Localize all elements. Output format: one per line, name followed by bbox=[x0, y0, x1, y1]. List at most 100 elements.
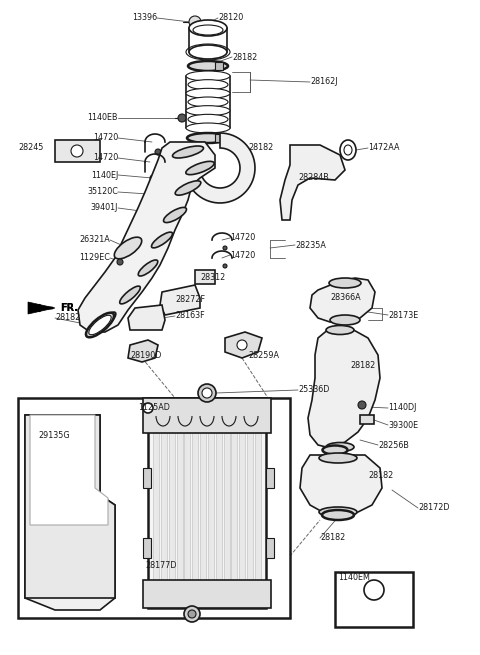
Circle shape bbox=[237, 340, 247, 350]
Text: 35120C: 35120C bbox=[87, 187, 118, 196]
Polygon shape bbox=[225, 332, 262, 358]
Ellipse shape bbox=[186, 105, 230, 116]
Polygon shape bbox=[300, 455, 382, 515]
Bar bbox=[148, 205, 166, 219]
Ellipse shape bbox=[344, 145, 352, 155]
Ellipse shape bbox=[331, 357, 353, 367]
Ellipse shape bbox=[152, 232, 172, 248]
Ellipse shape bbox=[94, 312, 116, 332]
Text: 28162J: 28162J bbox=[310, 77, 337, 86]
Polygon shape bbox=[255, 433, 261, 583]
Bar bbox=[154, 200, 162, 205]
Text: 28312: 28312 bbox=[200, 274, 225, 282]
Text: 28163F: 28163F bbox=[175, 312, 204, 320]
Text: 1129EC: 1129EC bbox=[79, 253, 110, 263]
Circle shape bbox=[178, 114, 186, 122]
Text: 28182: 28182 bbox=[232, 52, 257, 62]
Text: 1140EB: 1140EB bbox=[87, 113, 118, 122]
Bar bbox=[195, 270, 215, 284]
Text: FR.: FR. bbox=[60, 303, 78, 313]
Ellipse shape bbox=[326, 443, 354, 451]
Polygon shape bbox=[128, 305, 165, 330]
Bar bbox=[153, 182, 161, 188]
Text: 39401J: 39401J bbox=[91, 204, 118, 212]
Circle shape bbox=[188, 610, 196, 618]
Ellipse shape bbox=[193, 25, 223, 35]
Ellipse shape bbox=[89, 315, 111, 335]
Polygon shape bbox=[143, 398, 271, 433]
Polygon shape bbox=[280, 145, 345, 220]
Ellipse shape bbox=[186, 71, 230, 81]
Circle shape bbox=[143, 403, 153, 413]
Bar bbox=[143, 538, 151, 558]
Text: 14720: 14720 bbox=[230, 250, 255, 259]
Circle shape bbox=[364, 580, 384, 600]
Circle shape bbox=[152, 207, 162, 217]
Ellipse shape bbox=[188, 115, 228, 124]
Polygon shape bbox=[177, 433, 182, 583]
Circle shape bbox=[150, 175, 156, 181]
Text: 1472AA: 1472AA bbox=[368, 143, 399, 153]
Ellipse shape bbox=[189, 45, 227, 59]
Ellipse shape bbox=[186, 88, 230, 98]
Text: 28182: 28182 bbox=[55, 314, 80, 322]
Ellipse shape bbox=[114, 237, 142, 259]
Polygon shape bbox=[28, 302, 55, 314]
Text: 1140DJ: 1140DJ bbox=[388, 403, 416, 413]
Ellipse shape bbox=[138, 260, 158, 276]
Polygon shape bbox=[224, 433, 229, 583]
Text: 28182: 28182 bbox=[350, 360, 375, 369]
Polygon shape bbox=[216, 433, 222, 583]
Polygon shape bbox=[231, 433, 238, 583]
Ellipse shape bbox=[164, 208, 187, 223]
Polygon shape bbox=[184, 433, 191, 583]
Ellipse shape bbox=[186, 123, 230, 133]
Text: 13396: 13396 bbox=[132, 14, 157, 22]
Text: 28256B: 28256B bbox=[378, 441, 409, 449]
Text: 28173E: 28173E bbox=[388, 310, 418, 320]
Ellipse shape bbox=[330, 315, 360, 325]
Text: 28177D: 28177D bbox=[145, 561, 177, 569]
Bar bbox=[335, 572, 413, 627]
Text: 1125AD: 1125AD bbox=[138, 403, 170, 413]
Bar bbox=[143, 468, 151, 488]
Ellipse shape bbox=[188, 80, 228, 90]
Polygon shape bbox=[168, 433, 175, 583]
Circle shape bbox=[198, 384, 216, 402]
Text: 39300E: 39300E bbox=[388, 421, 418, 430]
Polygon shape bbox=[192, 433, 198, 583]
Circle shape bbox=[189, 16, 201, 28]
Text: 14720: 14720 bbox=[93, 134, 118, 143]
Ellipse shape bbox=[187, 133, 229, 143]
Text: 28259A: 28259A bbox=[248, 350, 279, 360]
Circle shape bbox=[155, 169, 161, 175]
Text: 28245: 28245 bbox=[18, 143, 43, 153]
Circle shape bbox=[155, 149, 161, 155]
Polygon shape bbox=[25, 415, 115, 598]
Text: 28182: 28182 bbox=[248, 143, 273, 153]
Text: 28235A: 28235A bbox=[295, 240, 326, 250]
Polygon shape bbox=[25, 415, 115, 610]
Text: 1140EJ: 1140EJ bbox=[91, 170, 118, 179]
Text: 29135G: 29135G bbox=[38, 430, 70, 440]
Text: 28120: 28120 bbox=[218, 14, 243, 22]
Polygon shape bbox=[308, 328, 380, 448]
Text: 28284B: 28284B bbox=[298, 174, 329, 183]
Circle shape bbox=[202, 388, 212, 398]
Circle shape bbox=[358, 401, 366, 409]
Bar bbox=[148, 188, 166, 200]
Ellipse shape bbox=[172, 146, 204, 158]
Text: 25336D: 25336D bbox=[298, 386, 329, 394]
Polygon shape bbox=[160, 285, 200, 315]
Polygon shape bbox=[161, 433, 167, 583]
Ellipse shape bbox=[120, 286, 140, 304]
Text: 28182: 28182 bbox=[320, 534, 345, 542]
Polygon shape bbox=[30, 415, 108, 525]
Circle shape bbox=[223, 264, 227, 268]
Polygon shape bbox=[240, 433, 245, 583]
Ellipse shape bbox=[340, 140, 356, 160]
Polygon shape bbox=[185, 133, 255, 203]
Bar bbox=[148, 398, 266, 608]
Text: 26321A: 26321A bbox=[79, 236, 110, 244]
Text: 28366A: 28366A bbox=[330, 293, 360, 303]
